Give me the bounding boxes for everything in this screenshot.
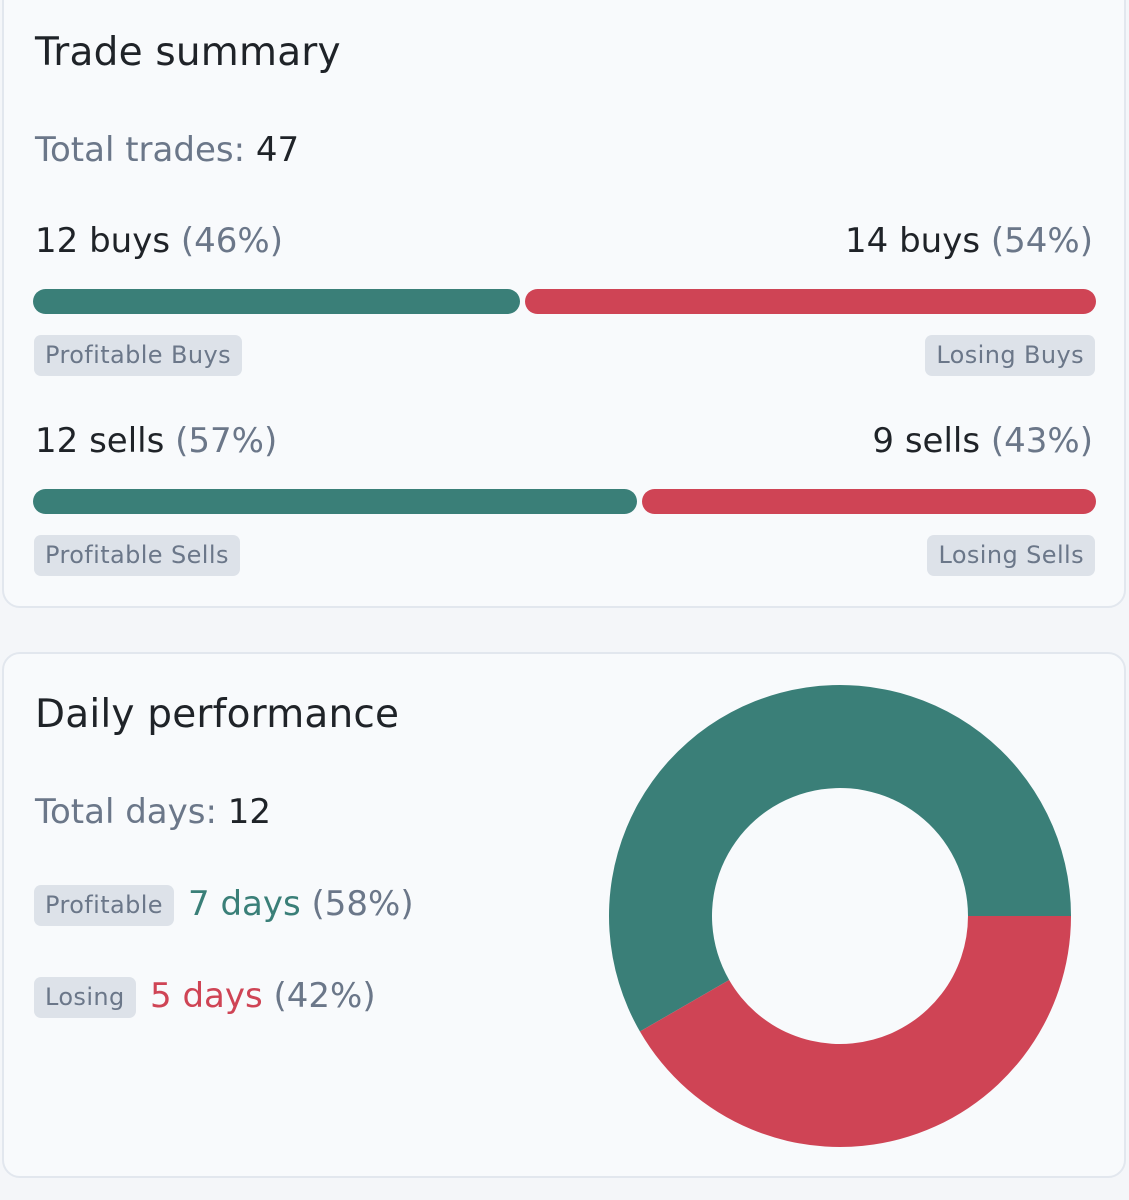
total-trades-value: 47: [255, 130, 300, 170]
losing-buys-bar: [524, 289, 1096, 314]
profitable-sells-bar: [33, 489, 637, 514]
profitable-buys-count-text: 12 buys: [35, 221, 171, 261]
trade-summary-title: Trade summary: [35, 30, 341, 75]
profitable-days-chip: Profitable: [34, 885, 174, 926]
total-days: Total days: 12: [35, 792, 271, 832]
losing-sells-count: 9 sells (43%): [872, 421, 1093, 461]
profitable-sells-count-text: 12 sells: [35, 421, 165, 461]
losing-sells-pct: (43%): [990, 421, 1093, 461]
daily-performance-donut-chart: [608, 684, 1071, 1147]
profitable-buys-pct: (46%): [180, 221, 283, 261]
donut-slice-losing: [639, 916, 1071, 1147]
total-trades: Total trades: 47: [35, 130, 299, 170]
total-days-label: Total days:: [35, 792, 217, 832]
losing-days-count: 5 days: [150, 976, 263, 1016]
profitable-sells-chip: Profitable Sells: [34, 535, 240, 576]
profitable-sells-count: 12 sells (57%): [35, 421, 277, 461]
losing-days-pct: (42%): [273, 976, 376, 1016]
losing-days-chip: Losing: [34, 977, 136, 1018]
losing-sells-chip: Losing Sells: [927, 535, 1095, 576]
losing-buys-count: 14 buys (54%): [845, 221, 1093, 261]
profitable-buys-chip: Profitable Buys: [34, 335, 242, 376]
total-trades-label: Total trades:: [35, 130, 246, 170]
losing-sells-count-text: 9 sells: [872, 421, 981, 461]
losing-buys-pct: (54%): [990, 221, 1093, 261]
losing-buys-count-text: 14 buys: [845, 221, 981, 261]
total-days-value: 12: [227, 792, 271, 832]
profitable-days-pct: (58%): [311, 884, 414, 924]
profitable-days: 7 days (58%): [188, 884, 414, 924]
losing-buys-chip: Losing Buys: [925, 335, 1095, 376]
profitable-days-count: 7 days: [188, 884, 301, 924]
profitable-buys-count: 12 buys (46%): [35, 221, 283, 261]
profitable-sells-pct: (57%): [175, 421, 278, 461]
daily-performance-title: Daily performance: [35, 692, 400, 737]
profitable-buys-bar: [33, 289, 520, 314]
losing-days: 5 days (42%): [150, 976, 376, 1016]
losing-sells-bar: [641, 489, 1096, 514]
donut-slice-profitable: [608, 684, 1071, 1032]
